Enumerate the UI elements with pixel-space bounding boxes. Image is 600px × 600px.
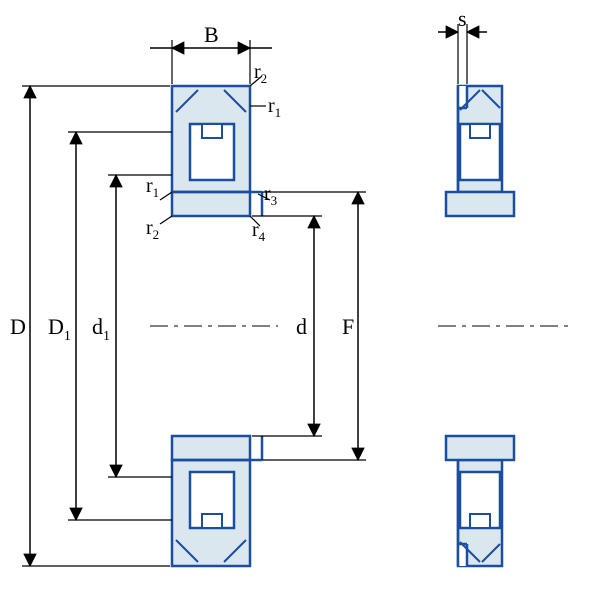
left-view-lower [172, 436, 262, 566]
label-d1: d [92, 314, 103, 339]
label-r2b-sub: 2 [153, 227, 160, 242]
label-r2a-sub: 2 [261, 71, 268, 86]
right-view-upper [446, 86, 514, 216]
svg-text:r2: r2 [146, 217, 159, 242]
label-d1-sub: 1 [103, 329, 110, 344]
label-F: F [342, 314, 354, 339]
svg-text:r1: r1 [268, 95, 281, 120]
svg-text:r4: r4 [252, 219, 266, 244]
label-D: D [10, 314, 26, 339]
bearing-diagram: D D1 d1 d F B s r2 r1 r1 r2 r3 r4 [0, 0, 600, 600]
right-view-lower [446, 436, 514, 566]
svg-text:D1: D1 [48, 314, 71, 344]
label-D1: D [48, 314, 64, 339]
label-d: d [296, 314, 307, 339]
svg-text:d1: d1 [92, 314, 110, 344]
svg-text:r2: r2 [254, 61, 267, 86]
svg-text:r1: r1 [146, 175, 159, 200]
svg-text:r3: r3 [264, 183, 277, 208]
label-r1a-sub: 1 [275, 105, 282, 120]
label-s: s [458, 6, 467, 31]
label-r4-sub: 4 [259, 229, 266, 244]
label-r1b-sub: 1 [153, 185, 160, 200]
label-B: B [204, 22, 219, 47]
label-D1-sub: 1 [64, 329, 71, 344]
left-view-upper [172, 86, 262, 216]
label-r3-sub: 3 [271, 193, 278, 208]
